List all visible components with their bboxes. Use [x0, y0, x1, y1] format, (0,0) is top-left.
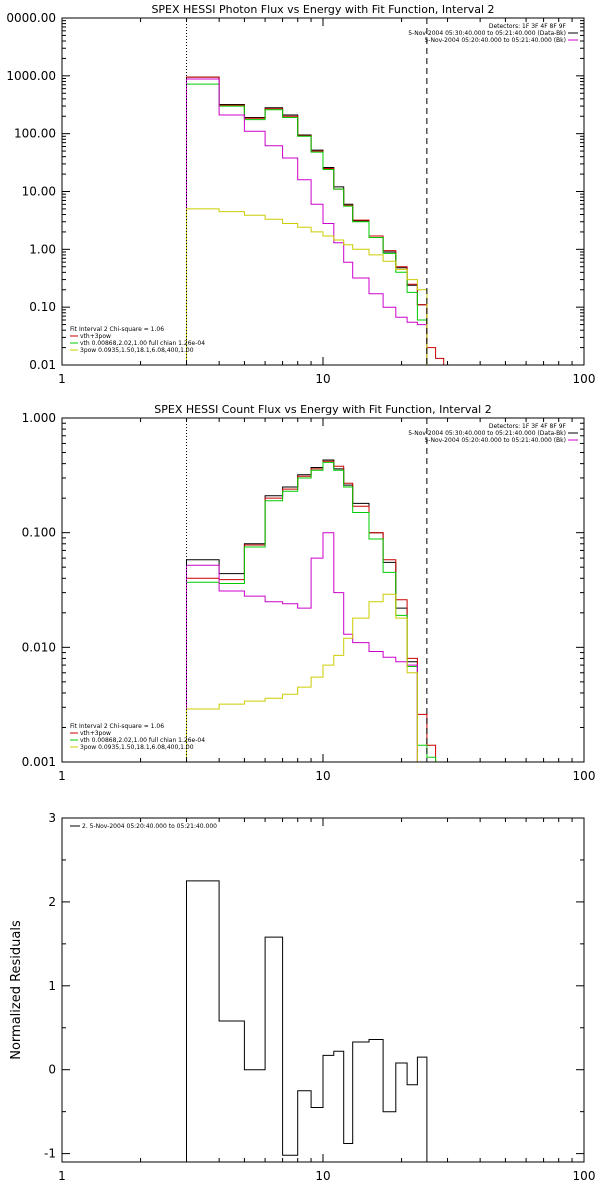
legend-entry: 5-Nov-2004 05:20:40.000 to 05:21:40.000 … [424, 37, 566, 44]
y-tick-label: 0000.00 [6, 11, 56, 25]
series-line-3 [186, 461, 437, 762]
x-tick-label: 100 [573, 1169, 596, 1183]
series-group [186, 76, 445, 365]
fit-legend-entry: vth 0.00868,2.02,1.00 full chian 1.26e-0… [80, 340, 205, 347]
series-group [186, 880, 428, 1162]
fit-legend-entry: Fit Interval 2 Chi-square = 1.06 [70, 326, 164, 333]
y-tick-label: 3 [48, 811, 56, 825]
fit-legend-entry: Fit Interval 2 Chi-square = 1.06 [70, 723, 164, 730]
y-tick-label: 0.010 [22, 640, 56, 654]
x-tick-label: 10 [315, 769, 330, 783]
plot-frame [61, 17, 585, 366]
x-tick-label: 1 [58, 372, 66, 386]
y-tick-label: 1 [48, 979, 56, 993]
series-group [186, 459, 437, 762]
y-tick-label: 0.10 [29, 300, 56, 314]
y-tick-label: 1.00 [29, 242, 56, 256]
series-line-4 [186, 78, 428, 365]
y-tick-label: 0 [48, 1063, 56, 1077]
series-line-5 [186, 208, 428, 365]
y-tick-label: 0.100 [22, 526, 56, 540]
panel-3: Normalized Residuals 1 10 100 -1 0 1 2 3 2. 5-Nov… [9, 811, 595, 1183]
fit-legend-entry: vth+3pow [80, 730, 111, 737]
legend-entry: Detectors: 1F 3F 4F 8F 9F [489, 423, 567, 430]
y-tick-label: 0.01 [29, 358, 56, 372]
series-line-5 [186, 593, 418, 762]
x-tick-label: 1 [58, 1169, 66, 1183]
legend-entry: 5-Nov-2004 05:30:40.000 to 05:21:40.000 … [408, 430, 566, 437]
fit-legend-entry: 3pow 0.0935,1.50,18.1,6.08,400,1.00 [80, 347, 194, 354]
fit-legend-entry: vth 0.00868,2.02,1.00 full chian 1.26e-0… [80, 737, 205, 744]
legend-entry: 2. 5-Nov-2004 05:20:40.000 to 05:21:40.0… [82, 823, 217, 830]
fit-legend-entry: 3pow 0.0935,1.50,18.1,6.08,400,1.00 [80, 744, 194, 751]
y-tick-label: 1.000 [22, 411, 56, 425]
y-tick-label: 1000.00 [6, 69, 56, 83]
x-tick-label: 1 [58, 769, 66, 783]
series-line-2 [186, 76, 445, 365]
y-tick-label: 100.00 [14, 127, 56, 141]
fit-legend-entry: vth+3pow [80, 333, 111, 340]
series-line-4 [186, 532, 418, 762]
y-tick-label: -1 [44, 1147, 56, 1161]
legend-entry: Detectors: 1F 3F 4F 8F 9F [489, 23, 567, 30]
x-tick-label: 100 [573, 769, 596, 783]
chart-title: SPEX HESSI Photon Flux vs Energy with Fi… [151, 3, 494, 16]
panel-2: SPEX HESSI Count Flux vs Energy with Fit… [22, 403, 596, 783]
series-line-3 [186, 83, 445, 365]
legend-entry: 5-Nov-2004 05:30:40.000 to 05:21:40.000 … [408, 30, 566, 37]
x-tick-label: 10 [315, 372, 330, 386]
y-axis-label: Normalized Residuals [9, 920, 24, 1060]
legend-entry: 5-Nov-2004 05:20:40.000 to 05:21:40.000 … [424, 437, 566, 444]
x-tick-label: 100 [573, 372, 596, 386]
y-tick-label: 10.00 [22, 185, 56, 199]
series-line-1 [186, 880, 428, 1162]
x-tick-label: 10 [315, 1169, 330, 1183]
series-line-1 [186, 459, 418, 762]
series-line-1 [186, 76, 428, 365]
chart-title: SPEX HESSI Count Flux vs Energy with Fit… [154, 403, 491, 416]
panel-1: SPEX HESSI Photon Flux vs Energy with Fi… [6, 3, 595, 386]
series-line-2 [186, 460, 437, 762]
y-tick-label: 0.001 [22, 755, 56, 769]
plot-frame [61, 817, 585, 1163]
y-tick-label: 2 [48, 895, 56, 909]
